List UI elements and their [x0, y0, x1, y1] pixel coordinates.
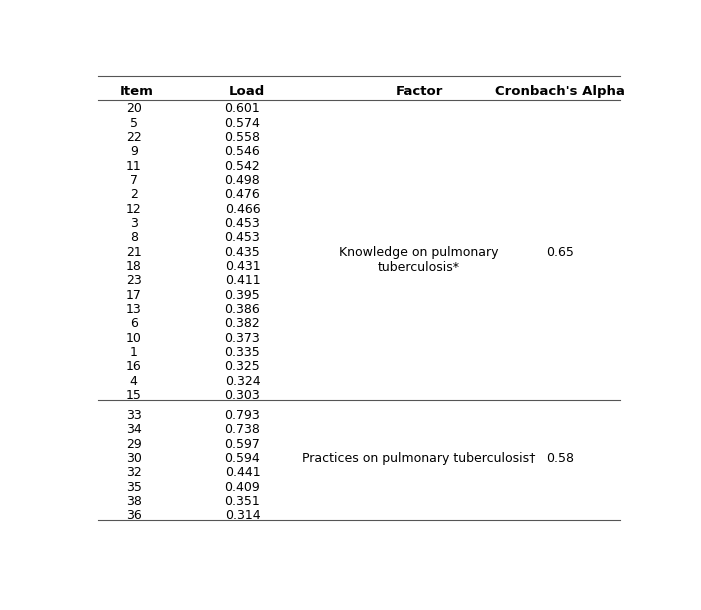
Text: 0.574: 0.574 — [224, 117, 260, 130]
Text: 0.542: 0.542 — [224, 160, 260, 173]
Text: 22: 22 — [126, 131, 142, 144]
Text: 0.476: 0.476 — [224, 188, 260, 201]
Text: 15: 15 — [126, 389, 142, 402]
Text: Practices on pulmonary tuberculosis†: Practices on pulmonary tuberculosis† — [302, 452, 536, 465]
Text: 8: 8 — [130, 231, 138, 244]
Text: 30: 30 — [126, 452, 142, 465]
Text: 0.597: 0.597 — [224, 437, 260, 451]
Text: 0.601: 0.601 — [224, 102, 260, 115]
Text: 0.351: 0.351 — [224, 495, 260, 508]
Text: 0.441: 0.441 — [224, 466, 260, 479]
Text: 38: 38 — [126, 495, 142, 508]
Text: 36: 36 — [126, 509, 142, 522]
Text: 0.314: 0.314 — [224, 509, 260, 522]
Text: 0.382: 0.382 — [224, 317, 260, 330]
Text: 0.453: 0.453 — [224, 217, 260, 230]
Text: 0.498: 0.498 — [224, 174, 260, 187]
Text: 2: 2 — [130, 188, 137, 201]
Text: 21: 21 — [126, 246, 142, 259]
Text: Knowledge on pulmonary
tuberculosis*: Knowledge on pulmonary tuberculosis* — [339, 246, 499, 273]
Text: 0.558: 0.558 — [224, 131, 261, 144]
Text: 20: 20 — [126, 102, 142, 115]
Text: 35: 35 — [126, 481, 142, 493]
Text: 11: 11 — [126, 160, 142, 173]
Text: 0.793: 0.793 — [224, 409, 260, 422]
Text: Factor: Factor — [395, 85, 443, 98]
Text: 33: 33 — [126, 409, 142, 422]
Text: 4: 4 — [130, 375, 137, 387]
Text: 0.546: 0.546 — [224, 145, 260, 159]
Text: 9: 9 — [130, 145, 137, 159]
Text: 0.594: 0.594 — [224, 452, 260, 465]
Text: 17: 17 — [126, 289, 142, 301]
Text: 29: 29 — [126, 437, 142, 451]
Text: 0.409: 0.409 — [224, 481, 260, 493]
Text: 1: 1 — [130, 346, 137, 359]
Text: 0.325: 0.325 — [224, 360, 260, 373]
Text: 0.335: 0.335 — [224, 346, 260, 359]
Text: 3: 3 — [130, 217, 137, 230]
Text: 32: 32 — [126, 466, 142, 479]
Text: 0.738: 0.738 — [224, 423, 260, 436]
Text: 7: 7 — [130, 174, 138, 187]
Text: 0.395: 0.395 — [224, 289, 260, 301]
Text: 0.411: 0.411 — [224, 274, 260, 287]
Text: 0.386: 0.386 — [224, 303, 260, 316]
Text: 10: 10 — [126, 332, 142, 345]
Text: 34: 34 — [126, 423, 142, 436]
Text: 13: 13 — [126, 303, 142, 316]
Text: 0.65: 0.65 — [546, 246, 574, 259]
Text: Cronbach's Alpha: Cronbach's Alpha — [496, 85, 625, 98]
Text: 23: 23 — [126, 274, 142, 287]
Text: 5: 5 — [130, 117, 138, 130]
Text: Item: Item — [121, 85, 154, 98]
Text: 0.58: 0.58 — [546, 452, 574, 465]
Text: 0.453: 0.453 — [224, 231, 260, 244]
Text: 0.466: 0.466 — [224, 203, 260, 215]
Text: Load: Load — [229, 85, 265, 98]
Text: 0.303: 0.303 — [224, 389, 260, 402]
Text: 18: 18 — [126, 260, 142, 273]
Text: 0.324: 0.324 — [224, 375, 260, 387]
Text: 0.435: 0.435 — [224, 246, 260, 259]
Text: 6: 6 — [130, 317, 137, 330]
Text: 16: 16 — [126, 360, 142, 373]
Text: 0.373: 0.373 — [224, 332, 260, 345]
Text: 12: 12 — [126, 203, 142, 215]
Text: 0.431: 0.431 — [224, 260, 260, 273]
